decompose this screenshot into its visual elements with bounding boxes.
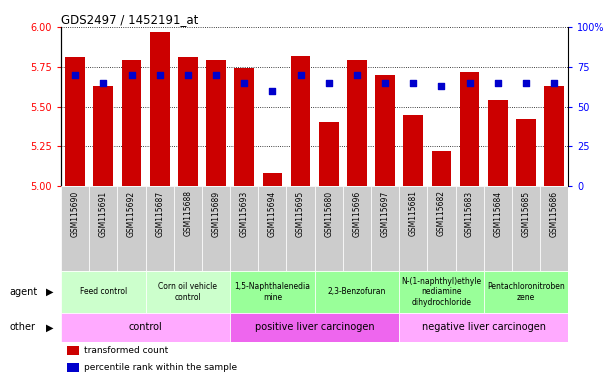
Bar — [456, 186, 484, 271]
Bar — [202, 186, 230, 271]
Text: GSM115686: GSM115686 — [550, 190, 558, 237]
Bar — [122, 60, 141, 186]
Bar — [488, 100, 508, 186]
Bar — [65, 57, 85, 186]
Bar — [540, 186, 568, 271]
Bar — [427, 186, 456, 271]
Bar — [230, 186, 258, 271]
Text: ▶: ▶ — [46, 322, 53, 333]
Bar — [67, 363, 79, 372]
Point — [408, 79, 418, 86]
Bar — [89, 186, 117, 271]
Bar — [459, 71, 480, 186]
Text: GDS2497 / 1452191_at: GDS2497 / 1452191_at — [61, 13, 199, 26]
Bar — [512, 186, 540, 271]
Bar — [61, 271, 145, 313]
Bar — [431, 151, 452, 186]
Bar — [291, 56, 310, 186]
Bar — [399, 186, 427, 271]
Text: GSM115683: GSM115683 — [465, 190, 474, 237]
Point — [493, 79, 503, 86]
Bar — [484, 271, 568, 313]
Bar — [61, 186, 89, 271]
Text: GSM115689: GSM115689 — [211, 190, 221, 237]
Bar — [403, 114, 423, 186]
Text: ▶: ▶ — [46, 287, 53, 297]
Text: percentile rank within the sample: percentile rank within the sample — [84, 363, 238, 372]
Point — [183, 71, 193, 78]
Text: GSM115693: GSM115693 — [240, 190, 249, 237]
Bar — [206, 60, 226, 186]
Bar — [263, 174, 282, 186]
Bar — [178, 57, 198, 186]
Point — [436, 83, 446, 89]
Text: GSM115682: GSM115682 — [437, 190, 446, 237]
Text: N-(1-naphthyl)ethyle
nediamine
dihydrochloride: N-(1-naphthyl)ethyle nediamine dihydroch… — [401, 277, 481, 307]
Point — [521, 79, 531, 86]
Text: GSM115688: GSM115688 — [183, 190, 192, 237]
Bar — [258, 186, 287, 271]
Bar — [61, 313, 230, 342]
Text: 2,3-Benzofuran: 2,3-Benzofuran — [327, 287, 386, 296]
Bar — [399, 271, 484, 313]
Text: agent: agent — [9, 287, 37, 297]
Text: GSM115697: GSM115697 — [381, 190, 390, 237]
Text: positive liver carcinogen: positive liver carcinogen — [255, 322, 375, 333]
Text: GSM115692: GSM115692 — [127, 190, 136, 237]
Bar — [371, 186, 399, 271]
Text: transformed count: transformed count — [84, 346, 169, 355]
Bar — [544, 86, 564, 186]
Point — [296, 71, 306, 78]
Text: GSM115691: GSM115691 — [99, 190, 108, 237]
Text: GSM115696: GSM115696 — [353, 190, 362, 237]
Point — [380, 79, 390, 86]
Point — [268, 88, 277, 94]
Point — [465, 79, 475, 86]
Point — [98, 79, 108, 86]
Text: other: other — [9, 322, 35, 333]
Bar — [287, 186, 315, 271]
Bar — [150, 31, 170, 186]
Bar — [235, 68, 254, 186]
Point — [211, 71, 221, 78]
Text: control: control — [129, 322, 163, 333]
Point — [549, 79, 559, 86]
Text: GSM115690: GSM115690 — [71, 190, 79, 237]
Bar — [93, 86, 113, 186]
Bar — [516, 119, 536, 186]
Bar — [230, 271, 315, 313]
Bar — [174, 186, 202, 271]
Bar — [117, 186, 145, 271]
Text: GSM115681: GSM115681 — [409, 190, 418, 237]
Bar — [343, 186, 371, 271]
Text: Feed control: Feed control — [80, 287, 127, 296]
Point — [155, 71, 164, 78]
Point — [70, 71, 80, 78]
Text: GSM115695: GSM115695 — [296, 190, 305, 237]
Text: GSM115685: GSM115685 — [521, 190, 530, 237]
Bar — [319, 122, 338, 186]
Text: GSM115684: GSM115684 — [493, 190, 502, 237]
Bar — [375, 74, 395, 186]
Bar — [145, 271, 230, 313]
Text: 1,5-Naphthalenedia
mine: 1,5-Naphthalenedia mine — [235, 282, 310, 301]
Bar — [484, 186, 512, 271]
Text: GSM115694: GSM115694 — [268, 190, 277, 237]
Text: GSM115680: GSM115680 — [324, 190, 333, 237]
Bar — [399, 313, 568, 342]
Bar — [145, 186, 174, 271]
Bar — [67, 346, 79, 355]
Point — [126, 71, 136, 78]
Point — [324, 79, 334, 86]
Text: Pentachloronitroben
zene: Pentachloronitroben zene — [487, 282, 565, 301]
Bar — [347, 60, 367, 186]
Point — [352, 71, 362, 78]
Bar — [315, 271, 399, 313]
Text: Corn oil vehicle
control: Corn oil vehicle control — [158, 282, 218, 301]
Bar — [230, 313, 399, 342]
Bar — [315, 186, 343, 271]
Text: negative liver carcinogen: negative liver carcinogen — [422, 322, 546, 333]
Text: GSM115687: GSM115687 — [155, 190, 164, 237]
Point — [240, 79, 249, 86]
